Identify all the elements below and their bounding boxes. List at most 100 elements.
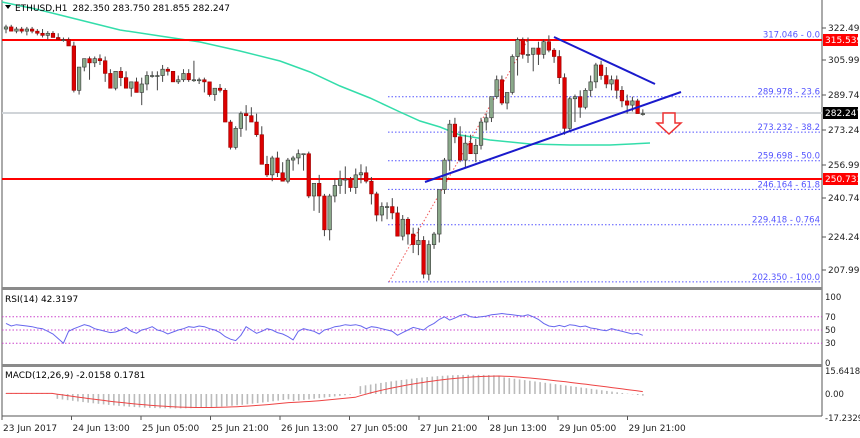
pane-separator-rsi[interactable] (2, 287, 822, 290)
bullish-candle (270, 157, 275, 176)
bearish-candle (598, 64, 604, 76)
bearish-candle (207, 81, 212, 95)
price-tick-label: 207.990 (828, 266, 860, 276)
bullish-candle (296, 153, 301, 159)
bearish-candle (186, 73, 191, 81)
bullish-candle (160, 68, 165, 76)
bullish-candle (332, 185, 337, 197)
price-tick-label: 224.240 (828, 233, 860, 243)
bearish-candle (97, 58, 103, 62)
chart-header: ETHUSD,H1 282.350 283.750 281.855 282.247 (15, 4, 230, 14)
bullish-candle (14, 28, 19, 32)
macd-tick-label: 0.00 (825, 390, 844, 400)
time-tick-label: 27 Jun 21:00 (420, 424, 477, 434)
bearish-candle (35, 30, 40, 34)
price-pane[interactable]: 317.046 - 0.0 289.978 - 23.6 273.232 - 38.… (1, 1, 822, 283)
bearish-candle (123, 77, 129, 89)
rsi-tick-label: 70 (825, 313, 836, 323)
bearish-candle (557, 56, 562, 78)
bearish-candle (411, 233, 416, 245)
bearish-candle (562, 77, 567, 129)
fib-level-label: 289.978 - 23.6 (757, 88, 820, 98)
bullish-candle (181, 73, 186, 81)
time-tick-label: 26 Jun 13:00 (281, 424, 338, 434)
time-tick-label: 23 Jun 2017 (3, 424, 57, 434)
macd-pane[interactable]: 15.6418 0.00 -17.2329 (5, 367, 860, 424)
bearish-candle (40, 32, 45, 36)
bullish-candle (139, 83, 144, 93)
dropdown-triangle-icon[interactable] (5, 5, 11, 9)
bearish-candle (551, 49, 557, 57)
bullish-candle (510, 56, 515, 93)
bearish-candle (170, 71, 176, 83)
price-tag-label: 315.539 (825, 36, 860, 46)
bullish-candle (358, 172, 364, 176)
bearish-candle (19, 28, 24, 32)
bearish-candle (604, 75, 609, 85)
bearish-candle (223, 90, 228, 123)
bullish-candle (176, 79, 181, 83)
bullish-candle (593, 64, 598, 83)
bullish-candle (285, 159, 290, 182)
price-tick-label: 240.740 (828, 194, 860, 204)
bullish-candle (567, 98, 572, 129)
bullish-candle (24, 28, 29, 32)
bullish-candle (379, 206, 384, 216)
bearish-candle (468, 142, 473, 155)
bearish-candle (306, 153, 311, 197)
bullish-candle (343, 178, 348, 181)
falling-trendline[interactable] (553, 36, 656, 85)
bearish-candle (134, 81, 139, 93)
bullish-candle (478, 121, 484, 146)
macd-tick-label: -17.2329 (825, 414, 860, 424)
bullish-candle (45, 32, 50, 36)
bullish-candle (191, 79, 197, 82)
rsi-tick-label: 0 (825, 359, 830, 369)
time-axis: 23 Jun 2017 24 Jun 13:00 25 Jun 05:00 25 Ju… (1, 416, 686, 434)
time-tick-label: 25 Jun 21:00 (212, 424, 269, 434)
symbol-label: ETHUSD,H1 (15, 4, 68, 14)
bearish-candle (499, 79, 505, 104)
bearish-candle (369, 180, 374, 195)
bullish-candle (400, 218, 405, 237)
bullish-candle (447, 123, 452, 161)
bullish-candle (311, 183, 317, 197)
macd-title: MACD(12,26,9) -2.0158 0.1781 (5, 371, 145, 381)
price-tag (823, 34, 858, 46)
rsi-pane[interactable]: 100 70 50 30 0 (2, 293, 841, 369)
bearish-candle (202, 79, 207, 83)
bearish-candle (275, 157, 280, 174)
bearish-candle (165, 68, 170, 72)
bullish-candle (212, 87, 217, 95)
bearish-candle (546, 41, 551, 51)
bearish-candle (71, 45, 76, 91)
bearish-candle (619, 90, 625, 102)
bullish-candle (92, 58, 97, 64)
moving-average-line (1, 1, 651, 146)
bullish-candle (437, 189, 442, 235)
down-arrow-icon (655, 112, 683, 136)
bullish-candle (463, 142, 468, 161)
bullish-candle (426, 244, 431, 275)
bullish-candle (609, 79, 614, 85)
bullish-candle (197, 79, 202, 82)
bearish-candle (364, 172, 369, 182)
price-tick-label: 289.740 (828, 91, 860, 101)
price-tick-label: 322.490 (828, 24, 860, 34)
bullish-candle (290, 157, 296, 161)
fib-level-label: 273.232 - 38.2 (757, 123, 820, 133)
bullish-candle (505, 92, 510, 104)
time-tick-label: 25 Jun 05:00 (142, 424, 199, 434)
rsi-tick-label: 30 (825, 339, 836, 349)
bullish-candle (82, 58, 87, 68)
time-tick-label: 29 Jun 21:00 (629, 424, 686, 434)
price-tag (823, 173, 858, 185)
bullish-candle (129, 81, 134, 89)
bearish-candle (87, 58, 92, 64)
time-tick-label: 29 Jun 05:00 (559, 424, 616, 434)
pane-separator-macd[interactable] (2, 364, 822, 367)
bullish-candle (61, 39, 66, 41)
bearish-candle (264, 163, 270, 176)
rising-trendline[interactable] (424, 91, 682, 183)
